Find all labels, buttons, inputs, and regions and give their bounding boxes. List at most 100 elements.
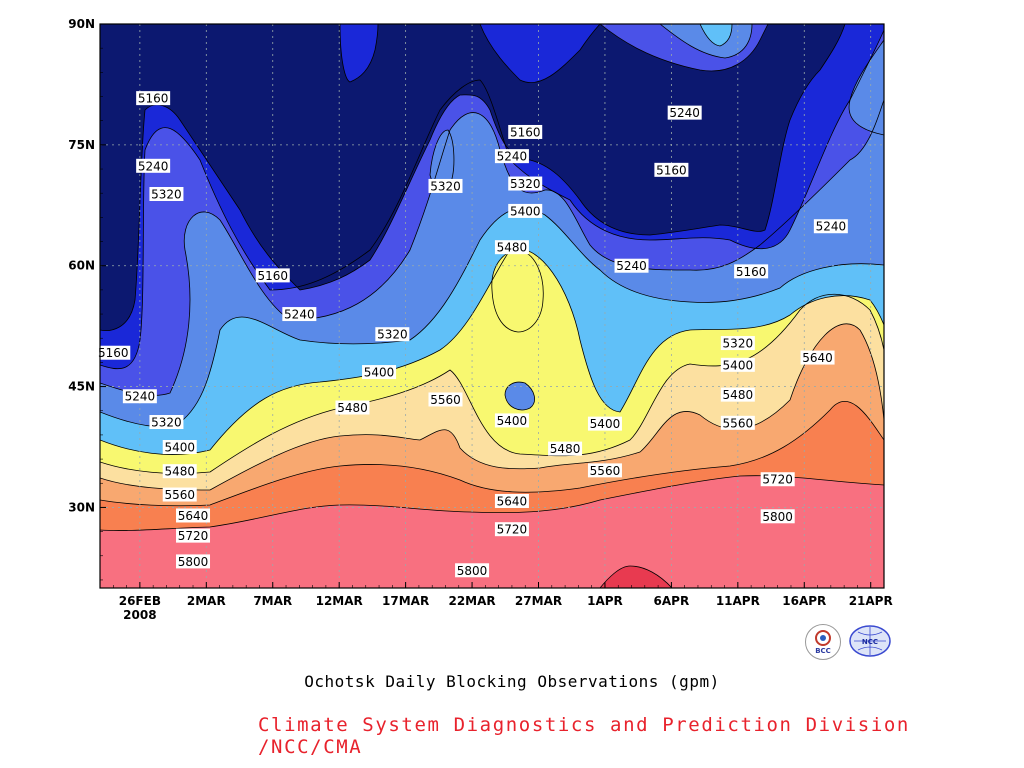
contour-label-bg [162,464,197,479]
contour-label-bg [813,219,848,234]
ncc-logo-text: NCC [862,638,878,646]
contour-label: 5240 [284,308,315,322]
contour-line [699,24,733,47]
contour-label: 5560 [430,393,461,407]
contour-fills [100,24,884,588]
contour-line [504,381,535,411]
contour-label-bg [548,441,583,456]
contour-label: 5320 [151,416,182,430]
y-tick-label: 60N [68,259,95,273]
contour-label-bg [720,357,755,372]
contour-label-bg [176,528,211,543]
contour-label-bg [720,415,755,430]
contour-label: 5240 [125,390,156,404]
contour-label-bg [162,487,197,502]
contour-label: 5240 [138,159,169,173]
contour-label: 5480 [337,401,368,415]
contour-label-bg [162,440,197,454]
contour-label-bg [587,416,622,431]
contour-line [848,39,884,136]
contour-lines [100,24,884,588]
contour-label: 5400 [364,366,395,380]
contour-label: 5720 [762,473,793,487]
x-tick-label: 11APR [716,594,760,608]
x-tick-label: 7MAR [253,594,292,608]
contour-label: 5560 [723,416,754,430]
x-tick-label: 12MAR [316,594,363,608]
contour-label-bg [375,327,410,342]
band-5320-right [849,40,884,135]
band-5160-upper2 [480,24,600,83]
contour-line [599,24,769,72]
contour-label-bg [176,554,211,569]
contour-line [100,24,846,331]
band-5160-upper [340,24,378,82]
contour-label-bg [494,149,529,164]
x-tick-label: 22MAR [448,594,495,608]
ncc-logo: NCC [848,624,892,658]
contour-label: 5400 [164,441,195,455]
chart-title: Ochotsk Daily Blocking Observations (gpm… [304,672,720,691]
x-year-label: 2008 [123,608,156,622]
contour-label-bg [494,240,529,255]
contour-label-bg [176,508,211,523]
contour-label: 5800 [762,510,793,524]
contour-line [100,99,884,396]
contour-label-bg [720,387,755,402]
band-5480-blob [491,250,544,332]
x-tick-label: 27MAR [515,594,562,608]
bcc-logo: BCC [805,624,841,660]
y-tick-label: 45N [68,380,95,394]
contour-label: 5160 [98,346,129,360]
y-axis: 30N 45N 60N 75N 90N [68,17,106,581]
contour-line [479,24,601,83]
x-tick-label: 17MAR [382,594,429,608]
contour-line [100,248,884,455]
plot-frame [99,23,885,589]
contour-label: 5320 [377,328,408,342]
contour-label: 5480 [723,388,754,402]
contour-label-bg [455,563,490,578]
x-tick-label: 1APR [587,594,623,608]
grid-lines [100,24,884,588]
contour-label-bg [362,365,397,380]
contour-labels: 5160 5240 5320 5160 5240 5320 5320 5400 5480 5560… [96,91,848,578]
contour-label-bg [122,389,157,404]
contour-label: 5320 [510,177,541,191]
contour-label-bg [508,124,543,139]
contour-label: 5800 [457,564,488,578]
contour-label-bg [96,345,131,360]
contour-label-bg [734,264,769,279]
contour-label: 5480 [550,442,581,456]
contour-label-bg [508,203,543,218]
contour-label-bg [428,178,463,193]
contour-label: 5640 [497,494,528,508]
contour-label: 5800 [178,555,209,569]
contour-line [599,565,673,588]
contour-label-bg [494,493,529,508]
contour-label-bg [428,392,463,407]
contour-label: 5400 [497,414,528,428]
y-tick-label: 90N [68,17,95,31]
band-5400-top [700,24,732,46]
contour-label-bg [800,350,835,365]
contour-label: 5320 [151,188,182,202]
y-tick-label: 75N [68,138,95,152]
contour-label: 5240 [669,106,700,120]
contour-label-bg [282,307,317,322]
contour-label: 5400 [510,204,541,218]
contour-label-bg [587,463,622,478]
band-5320-pocket [430,130,454,187]
x-tick-label: 21APR [849,594,893,608]
contour-line [100,475,884,531]
contour-line [100,207,884,428]
contour-label: 5240 [497,150,528,164]
contour-label-bg [614,258,649,273]
contour-label: 5320 [723,337,754,351]
contour-label-bg [136,158,171,173]
contour-label: 5240 [816,220,847,234]
contour-label: 5160 [138,92,169,106]
band-lt5160 [100,24,845,331]
